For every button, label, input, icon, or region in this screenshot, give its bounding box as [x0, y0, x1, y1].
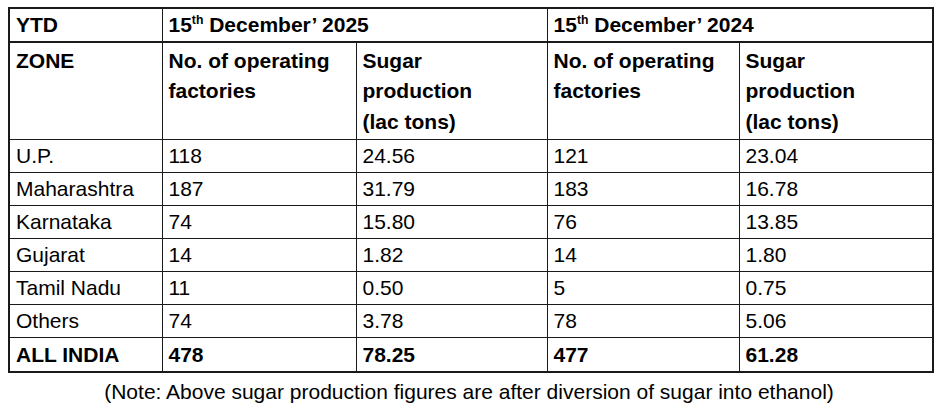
factories-2024-cell: 183	[547, 173, 739, 206]
factories-header-2025: No. of operating factories	[162, 42, 356, 140]
period-header-2025: 15th December’ 2025	[162, 8, 547, 42]
production-2024-cell: 13.85	[739, 206, 933, 239]
factories-2025-cell: 11	[162, 272, 356, 305]
period-2025-ordinal: th	[192, 13, 204, 27]
factories-2025-cell: 74	[162, 305, 356, 338]
table-row-up: U.P. 118 24.56 121 23.04	[9, 140, 933, 173]
zone-cell: Maharashtra	[9, 173, 162, 206]
production-2025-cell: 3.78	[356, 305, 547, 338]
zone-cell: Tamil Nadu	[9, 272, 162, 305]
factories-2024-cell: 78	[547, 305, 739, 338]
page: YTD 15th December’ 2025 15th December’ 2…	[0, 0, 938, 412]
production-2024-cell: 1.80	[739, 239, 933, 272]
sugar-production-table: YTD 15th December’ 2025 15th December’ 2…	[8, 7, 934, 373]
period-2024-day: 15	[554, 13, 577, 36]
factories-2024-cell: 477	[547, 338, 739, 373]
zone-cell: U.P.	[9, 140, 162, 173]
production-2025-cell: 24.56	[356, 140, 547, 173]
zone-header-cell: ZONE	[9, 42, 162, 140]
production-2024-cell: 0.75	[739, 272, 933, 305]
table-row-karnataka: Karnataka 74 15.80 76 13.85	[9, 206, 933, 239]
period-2025-rest: December’ 2025	[203, 13, 368, 36]
factories-2024-cell: 5	[547, 272, 739, 305]
zone-cell: Others	[9, 305, 162, 338]
factories-2025-cell: 14	[162, 239, 356, 272]
table-row-tamil-nadu: Tamil Nadu 11 0.50 5 0.75	[9, 272, 933, 305]
table-row-maharashtra: Maharashtra 187 31.79 183 16.78	[9, 173, 933, 206]
production-2024-cell: 23.04	[739, 140, 933, 173]
table-row-others: Others 74 3.78 78 5.06	[9, 305, 933, 338]
factories-2025-cell: 187	[162, 173, 356, 206]
production-2025-cell: 15.80	[356, 206, 547, 239]
column-header-row: ZONE No. of operating factories Sugar pr…	[9, 42, 933, 140]
period-2025-day: 15	[169, 13, 192, 36]
factories-2024-cell: 14	[547, 239, 739, 272]
production-header-2025: Sugar production (lac tons)	[356, 42, 547, 140]
factories-2025-cell: 118	[162, 140, 356, 173]
zone-cell: Gujarat	[9, 239, 162, 272]
production-2024-cell: 61.28	[739, 338, 933, 373]
production-2024-cell: 5.06	[739, 305, 933, 338]
production-header-2024: Sugar production (lac tons)	[739, 42, 933, 140]
table-row-all-india: ALL INDIA 478 78.25 477 61.28	[9, 338, 933, 373]
period-header-row: YTD 15th December’ 2025 15th December’ 2…	[9, 8, 933, 42]
period-header-2024: 15th December’ 2024	[547, 8, 933, 42]
factories-header-2024: No. of operating factories	[547, 42, 739, 140]
zone-cell: Karnataka	[9, 206, 162, 239]
footnote: (Note: Above sugar production figures ar…	[0, 378, 938, 405]
factories-2024-cell: 76	[547, 206, 739, 239]
period-2024-ordinal: th	[577, 13, 589, 27]
production-2025-cell: 78.25	[356, 338, 547, 373]
production-2024-cell: 16.78	[739, 173, 933, 206]
factories-2025-cell: 74	[162, 206, 356, 239]
production-2025-cell: 31.79	[356, 173, 547, 206]
factories-2025-cell: 478	[162, 338, 356, 373]
table-row-gujarat: Gujarat 14 1.82 14 1.80	[9, 239, 933, 272]
zone-cell: ALL INDIA	[9, 338, 162, 373]
factories-2024-cell: 121	[547, 140, 739, 173]
period-2024-rest: December’ 2024	[588, 13, 753, 36]
production-2025-cell: 1.82	[356, 239, 547, 272]
ytd-header-cell: YTD	[9, 8, 162, 42]
production-2025-cell: 0.50	[356, 272, 547, 305]
